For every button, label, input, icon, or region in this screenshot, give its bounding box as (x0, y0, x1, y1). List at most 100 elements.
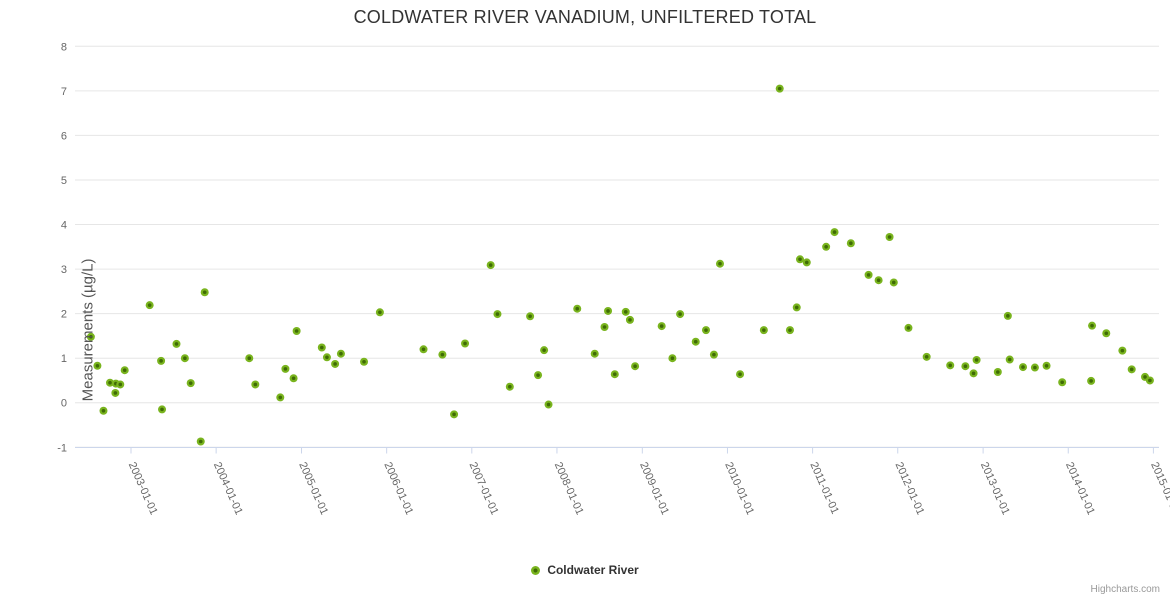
data-point-core (623, 310, 628, 314)
data-point-core (378, 310, 382, 315)
data-point-core (253, 382, 258, 387)
x-axis-label: 2013-01-01 (978, 460, 1012, 516)
data-point-core (712, 352, 716, 357)
data-point-core (788, 328, 792, 332)
data-point-core (1021, 365, 1025, 369)
legend-item[interactable]: Coldwater River (0, 563, 1170, 577)
y-axis-label: 8 (61, 41, 67, 53)
x-axis-label: 2008-01-01 (552, 460, 586, 516)
data-point-core (362, 359, 366, 364)
data-point-core (971, 371, 976, 376)
data-point-core (147, 303, 152, 307)
data-point-core (247, 356, 252, 360)
x-axis-label: 2011-01-01 (807, 460, 841, 516)
data-point-core (777, 86, 782, 91)
y-axis-label: 0 (61, 398, 67, 410)
x-axis-label: 2015-01-01 (1148, 460, 1170, 516)
y-axis-label: 3 (61, 264, 67, 276)
data-point-core (804, 260, 809, 265)
y-axis-label: -1 (57, 442, 67, 454)
data-point-core (174, 342, 179, 346)
data-point-core (628, 318, 632, 322)
data-point-core (325, 355, 329, 360)
data-point-core (633, 364, 637, 369)
data-point-core (188, 381, 193, 385)
data-point-core (606, 309, 610, 313)
data-point-core (670, 356, 675, 360)
data-point-core (678, 312, 682, 316)
data-point-core (798, 257, 802, 262)
data-point-core (996, 370, 1000, 374)
data-point-core (1120, 348, 1125, 353)
data-point-core (1033, 365, 1037, 370)
data-point-core (866, 273, 871, 277)
data-point-core (488, 263, 493, 267)
data-point-core (693, 339, 698, 344)
data-point-core (592, 351, 597, 356)
x-axis-label: 2004-01-01 (211, 460, 245, 516)
data-point-core (294, 329, 299, 333)
data-point-core (1129, 367, 1134, 372)
data-point-core (1006, 314, 1010, 318)
data-point-core (738, 372, 742, 377)
data-point-core (1060, 380, 1064, 385)
data-point-core (1089, 379, 1093, 383)
data-point-core (159, 359, 163, 363)
y-axis-label: 4 (61, 220, 67, 232)
data-point-core (278, 395, 283, 400)
data-point-core (440, 352, 445, 357)
data-point-core (495, 312, 500, 316)
data-point-core (339, 351, 343, 356)
chart-title: COLDWATER RIVER VANADIUM, UNFILTERED TOT… (353, 7, 817, 27)
data-point-core (1044, 363, 1049, 368)
data-point-core (887, 235, 892, 239)
data-point-core (602, 325, 607, 329)
legend-marker-icon (531, 565, 541, 575)
data-point-core (421, 347, 426, 352)
data-point-core (101, 408, 106, 413)
y-axis-label: 5 (61, 175, 67, 187)
data-point-core (198, 439, 203, 444)
x-axis-label: 2007-01-01 (467, 460, 501, 516)
data-point-core (948, 363, 953, 368)
x-axis-label: 2009-01-01 (637, 460, 671, 516)
data-point-core (762, 328, 766, 332)
data-point-core (108, 380, 112, 385)
data-point-core (1148, 378, 1152, 383)
data-point-core (542, 348, 546, 352)
data-point-core (1104, 331, 1109, 336)
data-point-core (1007, 357, 1012, 362)
data-point-core (113, 391, 118, 395)
data-point-core (291, 376, 296, 381)
data-point-core (963, 364, 968, 369)
x-axis-label: 2012-01-01 (893, 460, 927, 516)
data-point-core (849, 241, 853, 246)
y-axis-label: 2 (61, 309, 67, 321)
data-point-core (612, 372, 617, 377)
data-point-core (95, 363, 100, 368)
data-point-core (704, 328, 708, 332)
data-point-core (536, 373, 540, 377)
x-axis-label: 2003-01-01 (126, 460, 160, 516)
data-point-core (202, 290, 207, 295)
data-point-core (528, 314, 532, 319)
y-axis-label: 1 (61, 353, 67, 365)
data-point-core (974, 358, 979, 362)
data-point-core (832, 230, 837, 234)
data-point-core (575, 306, 580, 311)
y-axis-title: Measurements (µg/L) (79, 258, 97, 402)
data-point-core (89, 335, 93, 339)
data-point-core (122, 368, 127, 373)
data-point-core (333, 362, 337, 366)
y-axis-label: 7 (61, 86, 67, 98)
data-point-core (876, 278, 881, 283)
highcharts-credit-link[interactable]: Highcharts.com (1090, 584, 1160, 595)
data-point-core (1143, 375, 1147, 379)
data-point-core (452, 412, 456, 417)
x-axis-label: 2014-01-01 (1063, 460, 1097, 516)
data-point-core (463, 341, 467, 346)
legend-label: Coldwater River (547, 563, 639, 577)
data-point-core (659, 324, 664, 328)
data-point-core (718, 261, 722, 266)
